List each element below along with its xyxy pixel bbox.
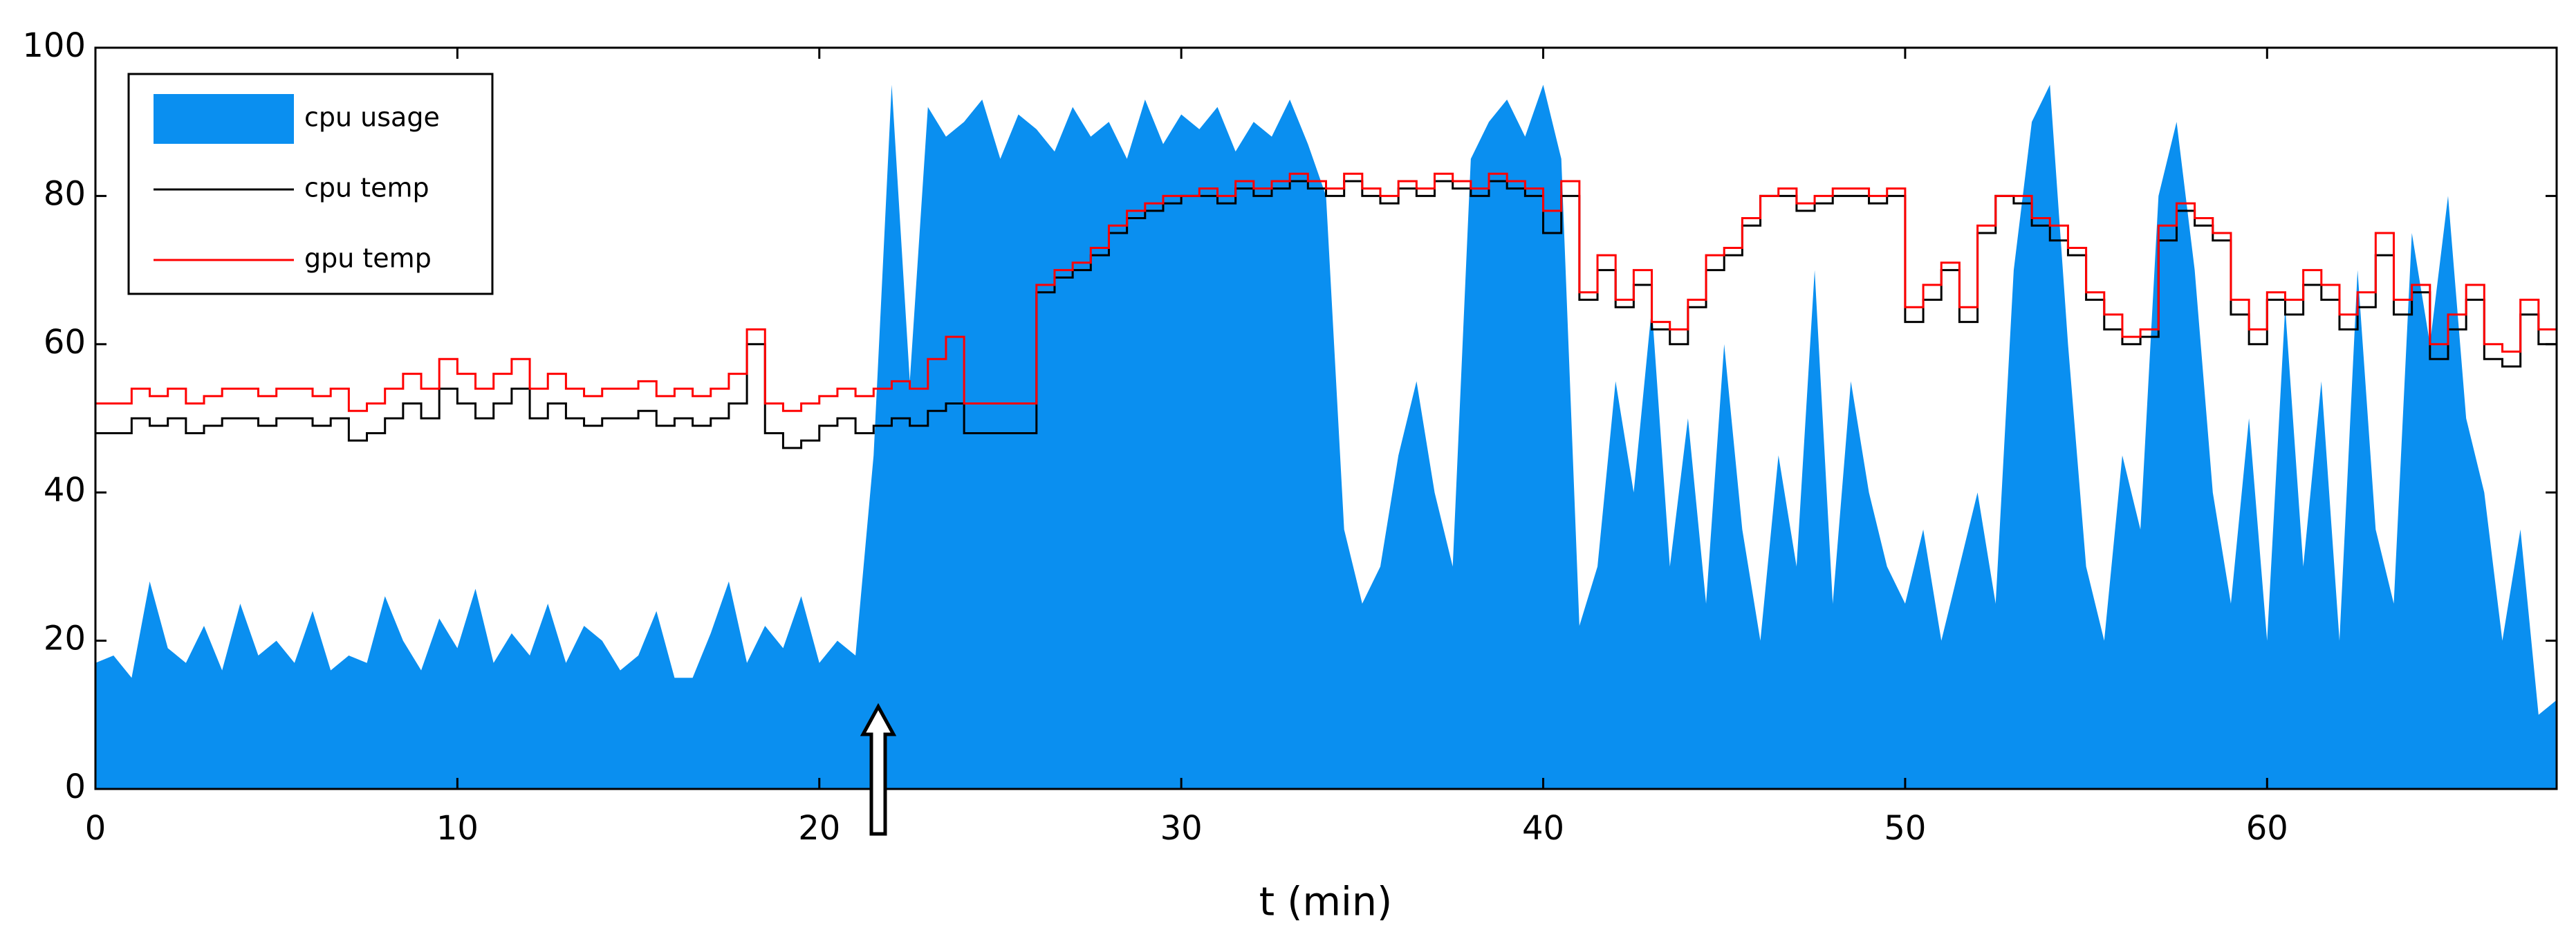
- legend-label: cpu temp: [304, 173, 429, 203]
- x-tick-label: 50: [1884, 809, 1926, 848]
- x-tick-label: 40: [1522, 809, 1564, 848]
- y-tick-label: 100: [22, 26, 86, 65]
- y-tick-label: 20: [44, 620, 86, 658]
- x-axis-label: t (min): [1259, 880, 1392, 925]
- legend-swatch: [154, 94, 294, 144]
- arrow-annotation: [860, 703, 897, 836]
- temp-line: [95, 172, 2558, 412]
- x-tick-label: 10: [436, 809, 479, 848]
- y-tick-label: 80: [44, 174, 86, 213]
- x-tick-label: 20: [798, 809, 840, 848]
- y-tick-label: 40: [44, 471, 86, 510]
- y-tick-label: 0: [64, 768, 86, 806]
- x-tick-label: 0: [85, 809, 106, 848]
- legend-label: gpu temp: [304, 243, 432, 274]
- x-tick-label: 30: [1160, 809, 1203, 848]
- plot-frame: [94, 46, 2558, 790]
- x-tick-label: 60: [2246, 809, 2288, 848]
- legend-label: cpu usage: [304, 102, 440, 133]
- cpu-usage-area: [95, 84, 2557, 790]
- y-tick-label: 60: [44, 323, 86, 362]
